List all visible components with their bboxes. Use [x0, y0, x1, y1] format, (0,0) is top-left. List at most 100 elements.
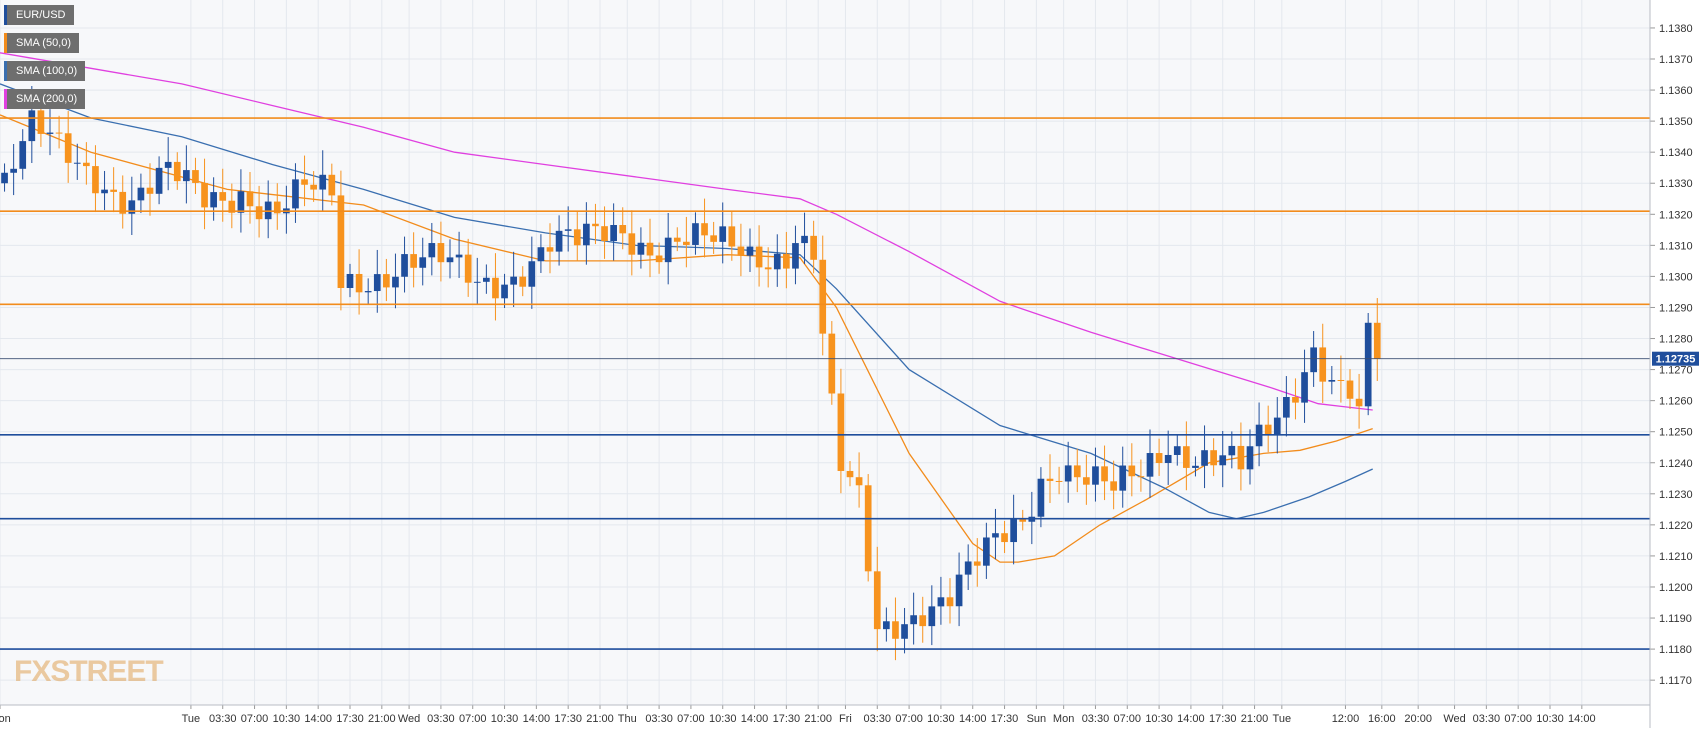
candle-up — [455, 254, 463, 258]
candle-down — [519, 276, 527, 287]
candle-down — [1155, 453, 1163, 464]
candle-up — [1219, 455, 1227, 466]
candle-up — [1092, 466, 1099, 485]
candle-down — [55, 132, 63, 134]
candle-down — [192, 170, 199, 183]
time-tick-label: 17:30 — [773, 713, 801, 725]
candle-down — [492, 277, 499, 299]
candle-up — [164, 161, 172, 168]
candle-up — [128, 200, 136, 214]
candle-up — [610, 224, 617, 242]
legend-sma-200[interactable]: SMA (200,0) — [4, 89, 86, 109]
candle-down — [383, 274, 390, 288]
candle-down — [437, 243, 445, 263]
candle-up — [537, 247, 545, 262]
price-tick-label: 1.1200 — [1659, 582, 1693, 594]
candle-down — [1073, 465, 1081, 478]
time-tick-label: 07:00 — [241, 713, 269, 725]
time-tick-label: 14:00 — [1568, 713, 1596, 725]
candle-up — [1010, 519, 1017, 543]
legend-swatch-sma-200 — [4, 89, 7, 109]
time-tick-label: 10:30 — [1536, 713, 1564, 725]
last-price-tag-box — [1652, 351, 1699, 366]
price-tick-label: 1.1210 — [1659, 551, 1693, 563]
candle-down — [337, 195, 345, 289]
candle-up — [473, 281, 481, 283]
time-tick-label: 21:00 — [586, 713, 614, 725]
candle-down — [1019, 519, 1027, 522]
time-tick-label: 10:30 — [491, 713, 519, 725]
candle-down — [1210, 450, 1217, 466]
candle-down — [1110, 481, 1117, 491]
legend-eurusd[interactable]: EUR/USD — [4, 5, 74, 25]
candle-up — [664, 237, 672, 263]
candle-up — [210, 192, 217, 208]
legend-label-eurusd: EUR/USD — [7, 5, 74, 25]
candle-down — [546, 247, 554, 252]
sma-50-line — [0, 114, 1373, 563]
candle-up — [555, 230, 563, 252]
candle-up — [1146, 453, 1154, 477]
time-tick-label: 07:00 — [677, 713, 705, 725]
price-tick-label: 1.1320 — [1659, 209, 1693, 221]
candle-down — [1237, 445, 1245, 470]
candle-up — [883, 621, 890, 630]
time-tick-label: 14:00 — [741, 713, 769, 725]
candle-up — [401, 254, 408, 277]
candle-down — [1083, 477, 1090, 485]
candle-up — [373, 274, 381, 292]
time-tick-label: 17:30 — [554, 713, 582, 725]
candle-down — [1337, 379, 1345, 381]
price-tick-label: 1.1280 — [1659, 334, 1693, 346]
candle-down — [1355, 398, 1363, 407]
candle-down — [628, 233, 636, 255]
candle-up — [19, 141, 27, 169]
candle-up — [955, 574, 963, 607]
candle-down — [146, 187, 154, 194]
price-axis: 1.1170 1.1180 1.1190 1.1200 1.1210 1.1220 1.12… — [1649, 0, 1693, 728]
time-axis-background — [0, 705, 1650, 728]
candle-up — [264, 201, 272, 220]
legend-swatch-sma-100 — [4, 61, 7, 81]
candle-down — [728, 226, 736, 247]
candle-up — [483, 277, 490, 282]
legend-sma-50[interactable]: SMA (50,0) — [4, 33, 80, 53]
candle-down — [92, 166, 99, 194]
time-tick-label: 14:00 — [959, 713, 987, 725]
time-tick-label: 21:00 — [368, 713, 396, 725]
candle-down — [1292, 397, 1299, 403]
time-tick-label: Thu — [618, 713, 637, 725]
candle-up — [346, 273, 354, 289]
time-tick-label: Wed — [1443, 713, 1465, 725]
time-tick-label: 20:00 — [1404, 713, 1432, 725]
candle-up — [137, 187, 145, 201]
time-tick-label: 21:00 — [804, 713, 832, 725]
candle-down — [37, 110, 45, 134]
legend-sma-100[interactable]: SMA (100,0) — [4, 61, 86, 81]
candle-down — [764, 267, 772, 270]
candle-down — [255, 206, 263, 220]
candles — [1, 86, 1381, 661]
candle-up — [992, 533, 999, 538]
candle-up — [1201, 450, 1208, 466]
candle-up — [419, 257, 427, 268]
time-tick-label: Mon — [1053, 713, 1074, 725]
candle-up — [773, 253, 781, 270]
candle-up — [637, 242, 645, 255]
price-tick-label: 1.1180 — [1659, 644, 1692, 656]
candle-down — [64, 133, 72, 163]
price-tick-label: 1.1230 — [1659, 489, 1693, 501]
candle-up — [28, 110, 36, 142]
candle-up — [46, 132, 54, 134]
candle-up — [101, 189, 108, 194]
price-tick-label: 1.1340 — [1659, 147, 1693, 159]
candle-up — [1173, 446, 1181, 455]
candle-up — [964, 561, 972, 575]
candle-up — [1, 172, 8, 184]
candle-down — [810, 235, 817, 260]
candle-up — [564, 229, 572, 231]
candle-down — [219, 192, 227, 201]
candle-down — [119, 191, 127, 214]
price-tick-label: 1.1250 — [1659, 427, 1693, 439]
